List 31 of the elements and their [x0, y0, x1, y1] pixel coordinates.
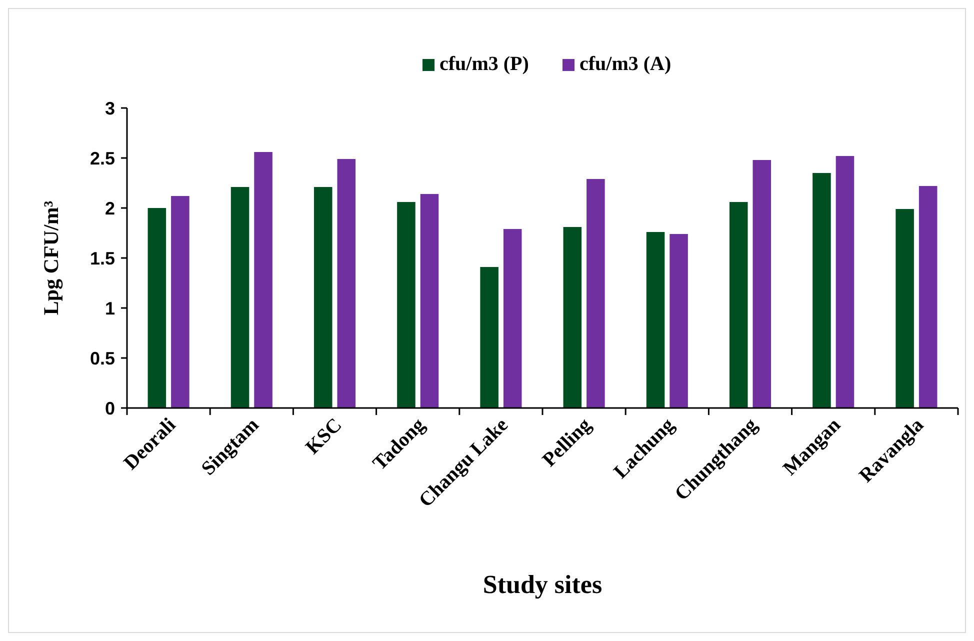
legend-label: cfu/m3 (A) [580, 53, 672, 75]
bar [503, 229, 522, 408]
bar [148, 208, 166, 408]
y-tick-label: 1 [104, 298, 115, 318]
y-tick-label: 2 [104, 198, 115, 218]
legend-label: cfu/m3 (P) [440, 53, 529, 75]
bar [812, 173, 831, 408]
bar [670, 234, 688, 408]
y-tick-label: 1.5 [90, 248, 115, 268]
y-tick-label: 0 [104, 398, 115, 418]
x-axis-title: Study sites [482, 570, 602, 599]
bar [171, 196, 190, 408]
bar [254, 152, 272, 408]
bar [729, 202, 748, 408]
bar [337, 159, 356, 408]
y-tick-label: 2.5 [90, 148, 115, 168]
bar [896, 209, 914, 408]
bar [646, 232, 665, 408]
bar [752, 160, 772, 408]
y-tick-label: 3 [104, 98, 115, 118]
bar [586, 179, 605, 408]
y-axis-title: Lpg CFU/m³ [39, 200, 63, 316]
bar [397, 202, 416, 408]
y-tick-label: 0.5 [90, 348, 115, 368]
bar [480, 267, 498, 408]
bar [918, 186, 938, 408]
bar [563, 227, 582, 408]
bar [836, 156, 854, 408]
bar [230, 187, 250, 408]
bar [420, 194, 439, 408]
bar [314, 187, 332, 408]
